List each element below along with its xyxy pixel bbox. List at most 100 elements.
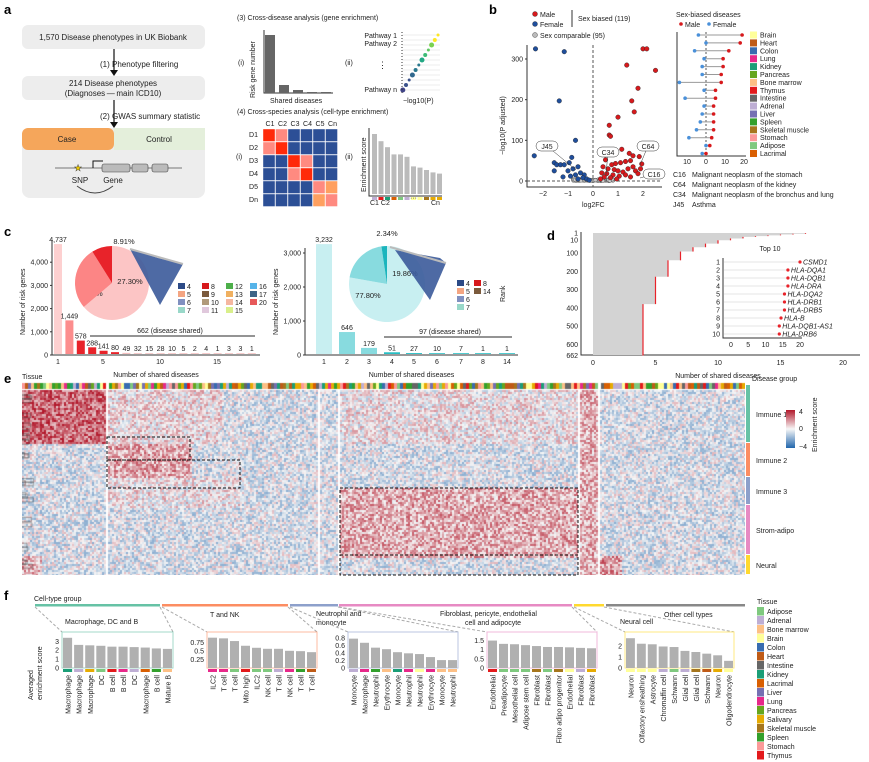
- callout-label: C34: [602, 150, 615, 157]
- pie-label: 8.91%: [113, 237, 135, 246]
- bar-value-label: 1: [505, 346, 509, 353]
- point-female: [561, 49, 567, 55]
- cell-type-label: Macrophage: [66, 675, 73, 714]
- lollipop-axes: [676, 32, 746, 157]
- tissue-chip: [636, 669, 646, 672]
- enrichment-bar: [532, 646, 541, 668]
- note-text: Malignant neoplasm of the bronchus and l…: [692, 192, 834, 199]
- schematic-heatmap-cell: [262, 167, 276, 181]
- point-male: [606, 122, 612, 128]
- ytick-label: 3,000: [30, 283, 48, 290]
- point-male: [618, 160, 624, 166]
- exon-2: [131, 163, 149, 173]
- cell-type-label: Astrocyte: [650, 675, 657, 704]
- point-male: [629, 98, 635, 104]
- cell-type-group-title: Neural cell: [620, 619, 654, 626]
- comparable-dot-icon: [532, 32, 538, 38]
- inset-dot: [782, 308, 787, 312]
- enrichment-bar: [252, 647, 261, 668]
- schematic-bar: [372, 134, 377, 194]
- ytick-label: 100: [566, 251, 578, 258]
- enrichment-bar: [230, 641, 239, 668]
- exon-3: [151, 163, 169, 173]
- cell-type-label: Mature B: [165, 675, 172, 704]
- tissue-chip: [162, 669, 172, 672]
- schematic-heatmap-cell: [275, 141, 288, 155]
- xtick-label: 4: [390, 359, 394, 366]
- bar-value-label: 288: [86, 340, 98, 347]
- cell-type-label: ILC2: [255, 675, 262, 690]
- note-code: C64: [673, 182, 686, 189]
- cell-type-label: Monocyte: [396, 675, 403, 705]
- pathway-dot: [429, 42, 435, 48]
- tissue-chip: [415, 669, 424, 672]
- filtered-box-line2: (Diagnoses — main ICD10): [65, 89, 162, 98]
- pie-label: 19.86%: [392, 269, 418, 278]
- tissue-chip: [437, 669, 446, 672]
- disease-group-label: Strom-adipo: [756, 528, 794, 535]
- male-dot-icon: [532, 11, 538, 17]
- disease-group-label: Immune 2: [756, 458, 787, 465]
- inset-rank: 3: [716, 276, 720, 283]
- schematic-bar: [430, 172, 436, 194]
- tissue-chip: [702, 669, 712, 672]
- bar-value-label: 578: [75, 334, 87, 341]
- enrichment-heatmap: [22, 382, 745, 575]
- xtick-label: 5: [412, 359, 416, 366]
- tissue-legend-label: Adipose: [767, 609, 792, 616]
- lollipop-female-dot: [700, 112, 704, 116]
- lollipop-female-label: Female: [713, 22, 736, 29]
- lollipop-male-dot: [708, 143, 712, 148]
- ytick-label: 1.5: [474, 638, 484, 645]
- tissue-chip: [448, 669, 457, 672]
- enrichment-bar: [448, 660, 457, 668]
- callout-label: C64: [642, 144, 655, 151]
- lollipop-female-dot: [683, 96, 687, 100]
- schematic-heatmap-cell: [275, 154, 288, 168]
- tissue-chip: [647, 669, 657, 672]
- bar-value-label: 3: [227, 346, 231, 353]
- bar: [133, 353, 142, 354]
- xtick-label: 20: [839, 360, 847, 367]
- enrichment-bar: [307, 652, 316, 668]
- filtered-box-line1: 214 Disease phenotypes: [69, 79, 157, 88]
- tissue-chip: [74, 669, 84, 672]
- point-male: [630, 164, 636, 170]
- schematic-col-label: C5: [316, 121, 325, 128]
- pathway-ellipsis: ⋮: [378, 60, 387, 70]
- cell-type-label: Neutrophil: [374, 675, 381, 707]
- enrichment-bar: [669, 647, 679, 668]
- legend-swatch: [474, 280, 481, 286]
- tissue-chip: [274, 669, 283, 672]
- cell-type-label: Monocyte: [352, 675, 359, 705]
- point-male: [623, 172, 629, 178]
- bar-value-label: 4: [204, 346, 208, 353]
- pie-label: 2.34%: [376, 229, 398, 238]
- schematic-heatmap-cell: [312, 141, 326, 155]
- point-male: [598, 176, 604, 182]
- explode-connector: [389, 246, 447, 264]
- inset-rank: 5: [716, 292, 720, 299]
- bar: [65, 320, 74, 354]
- tissue-chip: [263, 669, 272, 672]
- ytick-label: 0.5: [474, 656, 484, 663]
- f-ylabel-1: Averaged: [28, 670, 35, 700]
- tissue-swatch: [750, 118, 757, 126]
- cell-type-label: Fibroblast: [590, 675, 597, 706]
- schematic-heatmap-cell: [300, 154, 313, 168]
- schematic-heatmap-cell: [312, 193, 326, 207]
- bar: [88, 347, 97, 354]
- cell-type-label: Monocyte: [440, 675, 447, 705]
- lollipop-category: Kidney: [760, 64, 782, 71]
- exon-1: [101, 163, 131, 173]
- tissue-legend-label: Heart: [767, 654, 784, 661]
- bar: [202, 353, 211, 354]
- point-male: [639, 161, 645, 167]
- legend-label: 7: [466, 305, 470, 312]
- cell-type-label: T cell: [299, 675, 306, 692]
- bar-value-label: 1: [481, 346, 485, 353]
- s4-ii: (ii): [345, 154, 353, 161]
- enrichment-bar: [263, 648, 272, 668]
- lollipop-male-dot: [721, 56, 725, 61]
- panel-label-a: a: [4, 2, 12, 17]
